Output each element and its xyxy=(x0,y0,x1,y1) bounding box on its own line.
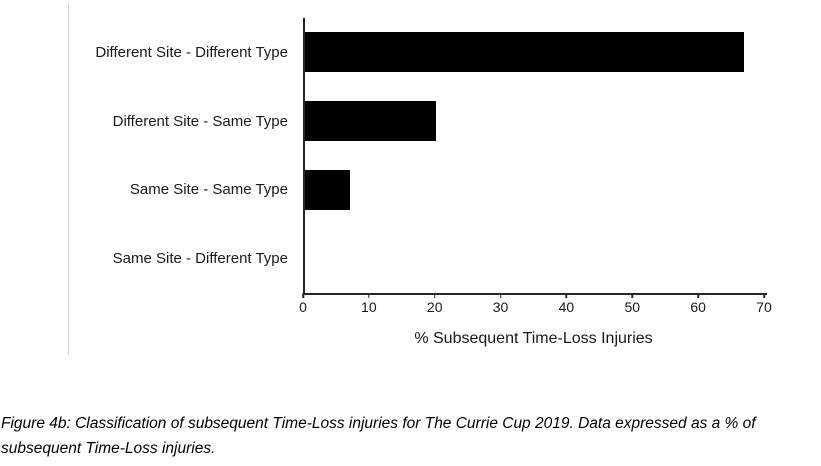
bar-row xyxy=(304,87,765,156)
bar xyxy=(304,169,351,210)
y-axis-line xyxy=(303,18,305,293)
x-tick-label: 0 xyxy=(299,299,307,315)
x-axis-tick xyxy=(763,293,765,298)
x-axis-tick xyxy=(433,293,436,298)
x-axis-tick xyxy=(631,293,634,298)
x-tick-label: 60 xyxy=(690,299,706,315)
category-label: Different Site - Same Type xyxy=(112,112,288,130)
x-axis-tick xyxy=(368,293,370,298)
x-axis-line xyxy=(303,293,767,295)
x-tick-label: 10 xyxy=(361,299,377,315)
x-axis-tick xyxy=(499,293,502,298)
bar-row xyxy=(304,18,765,87)
category-label: Same Site - Different Type xyxy=(112,250,288,268)
bar-row xyxy=(305,224,765,293)
bar xyxy=(304,101,436,142)
category-label: Different Site - Different Type xyxy=(95,43,288,61)
x-tick-label: 30 xyxy=(492,299,509,315)
category-label: Same Site - Same Type xyxy=(129,181,288,199)
x-tick-label: 40 xyxy=(558,299,575,315)
x-tick-label: 20 xyxy=(426,299,443,315)
x-tick-label: 70 xyxy=(756,299,772,315)
bars-area xyxy=(304,18,765,293)
plot-area xyxy=(303,18,767,295)
x-axis-tick xyxy=(302,293,304,298)
figure-left-border-line xyxy=(68,3,69,355)
x-axis-tick xyxy=(697,293,699,298)
x-axis-ticks: 0 10 20 30 40 50 60 70 xyxy=(299,293,772,317)
x-tick-label: 50 xyxy=(624,299,641,315)
bar xyxy=(304,32,745,73)
bar-row xyxy=(304,156,765,225)
x-axis-tick xyxy=(565,293,568,298)
category-labels: Different Site - Different Type Different… xyxy=(0,18,288,293)
x-axis-title: % Subsequent Time-Loss Injuries xyxy=(414,330,653,347)
figure-caption: Figure 4b: Classification of subsequent … xyxy=(1,415,756,457)
